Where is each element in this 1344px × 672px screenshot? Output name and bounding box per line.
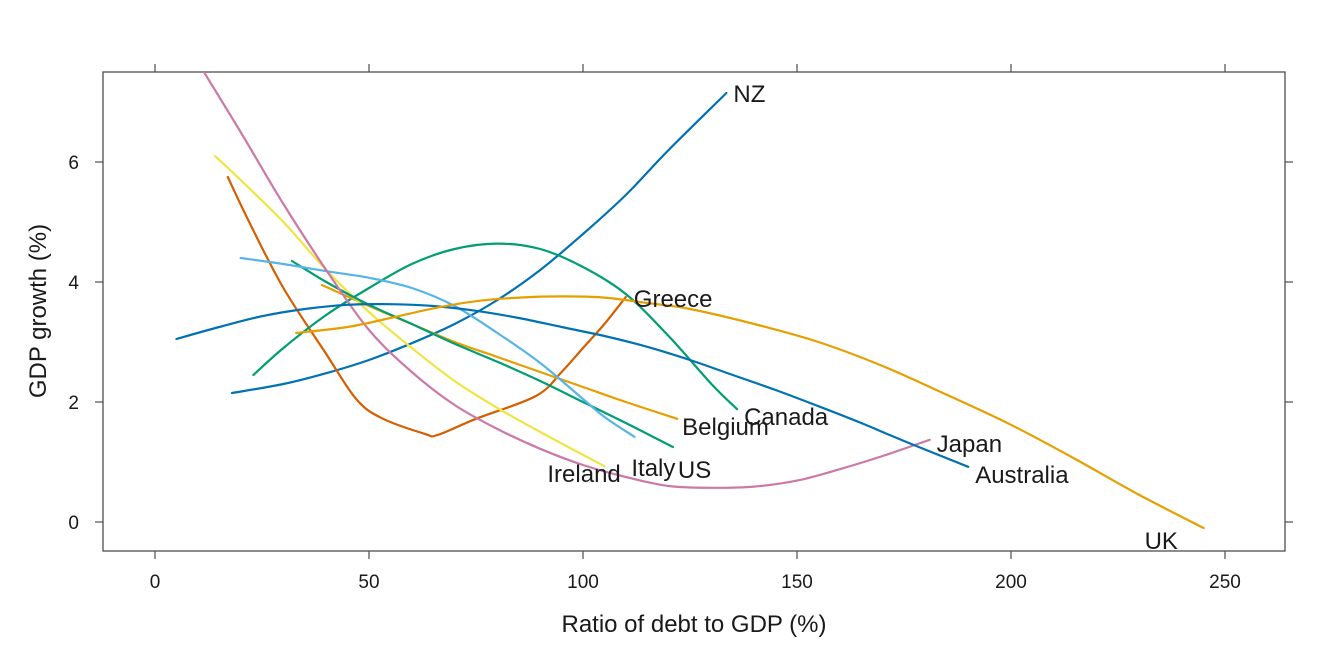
series-line-uk: [295, 295, 1205, 530]
x-axis: 0 50 100 150 200 250: [150, 64, 1241, 593]
series-line-australia: [175, 302, 970, 468]
series-line-canada: [252, 242, 739, 411]
series-label-australia: Australia: [975, 462, 1069, 489]
series-label-us: US: [678, 457, 711, 484]
y-axis-title: GDP growth (%): [25, 224, 52, 398]
series-line-greece: [226, 175, 627, 438]
series-line-ireland: [213, 154, 606, 468]
x-tick-label: 200: [995, 572, 1027, 593]
x-tick-label: 50: [358, 572, 379, 593]
series-line-japan: [202, 72, 931, 489]
series-lines: [175, 72, 1205, 530]
x-axis-title: Ratio of debt to GDP (%): [561, 611, 826, 638]
y-tick-label: 6: [68, 153, 79, 174]
series-label-belgium: Belgium: [682, 414, 769, 441]
y-tick-label: 2: [68, 393, 79, 414]
series-line-nz: [230, 91, 728, 395]
series-line-us: [290, 259, 674, 449]
series-label-japan: Japan: [937, 431, 1002, 458]
x-tick-label: 150: [781, 572, 813, 593]
series-label-nz: NZ: [733, 81, 765, 108]
series-label-canada: Canada: [744, 404, 829, 431]
series-line-italy: [239, 256, 636, 438]
x-tick-label: 100: [567, 572, 599, 593]
series-label-greece: Greece: [634, 286, 713, 313]
series-label-ireland: Ireland: [547, 461, 620, 488]
y-axis: 0 2 4 6: [68, 153, 1293, 534]
y-tick-label: 0: [68, 513, 79, 534]
x-tick-label: 250: [1209, 572, 1241, 593]
y-tick-label: 4: [68, 273, 79, 294]
x-tick-label: 0: [150, 572, 161, 593]
plot-frame: [102, 71, 1286, 552]
series-label-italy: Italy: [631, 455, 675, 482]
series-label-uk: UK: [1145, 528, 1178, 555]
